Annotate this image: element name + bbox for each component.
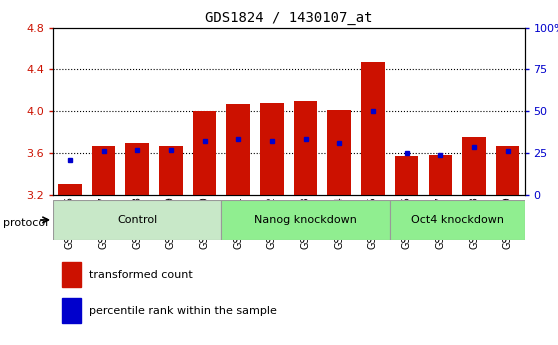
Text: Nanog knockdown: Nanog knockdown [254, 215, 357, 225]
Bar [126, 142, 149, 195]
Bar [328, 110, 351, 195]
Text: Oct4 knockdown: Oct4 knockdown [411, 215, 504, 225]
Bar [390, 200, 525, 240]
Text: transformed count: transformed count [89, 270, 193, 280]
Bar [361, 62, 385, 195]
Text: Control: Control [117, 215, 157, 225]
Bar [53, 200, 222, 240]
Bar [260, 103, 283, 195]
Bar [395, 156, 418, 195]
Bar [92, 146, 116, 195]
Bar [429, 155, 452, 195]
Bar [58, 185, 81, 195]
Bar [159, 146, 182, 195]
Bar [227, 104, 250, 195]
Bar [62, 262, 81, 287]
Bar [222, 200, 390, 240]
Text: protocol: protocol [3, 218, 48, 227]
Title: GDS1824 / 1430107_at: GDS1824 / 1430107_at [205, 11, 373, 25]
Bar [462, 137, 486, 195]
Text: percentile rank within the sample: percentile rank within the sample [89, 306, 276, 316]
Bar [62, 298, 81, 323]
Bar [193, 111, 217, 195]
Bar [496, 146, 519, 195]
Bar [294, 101, 318, 195]
